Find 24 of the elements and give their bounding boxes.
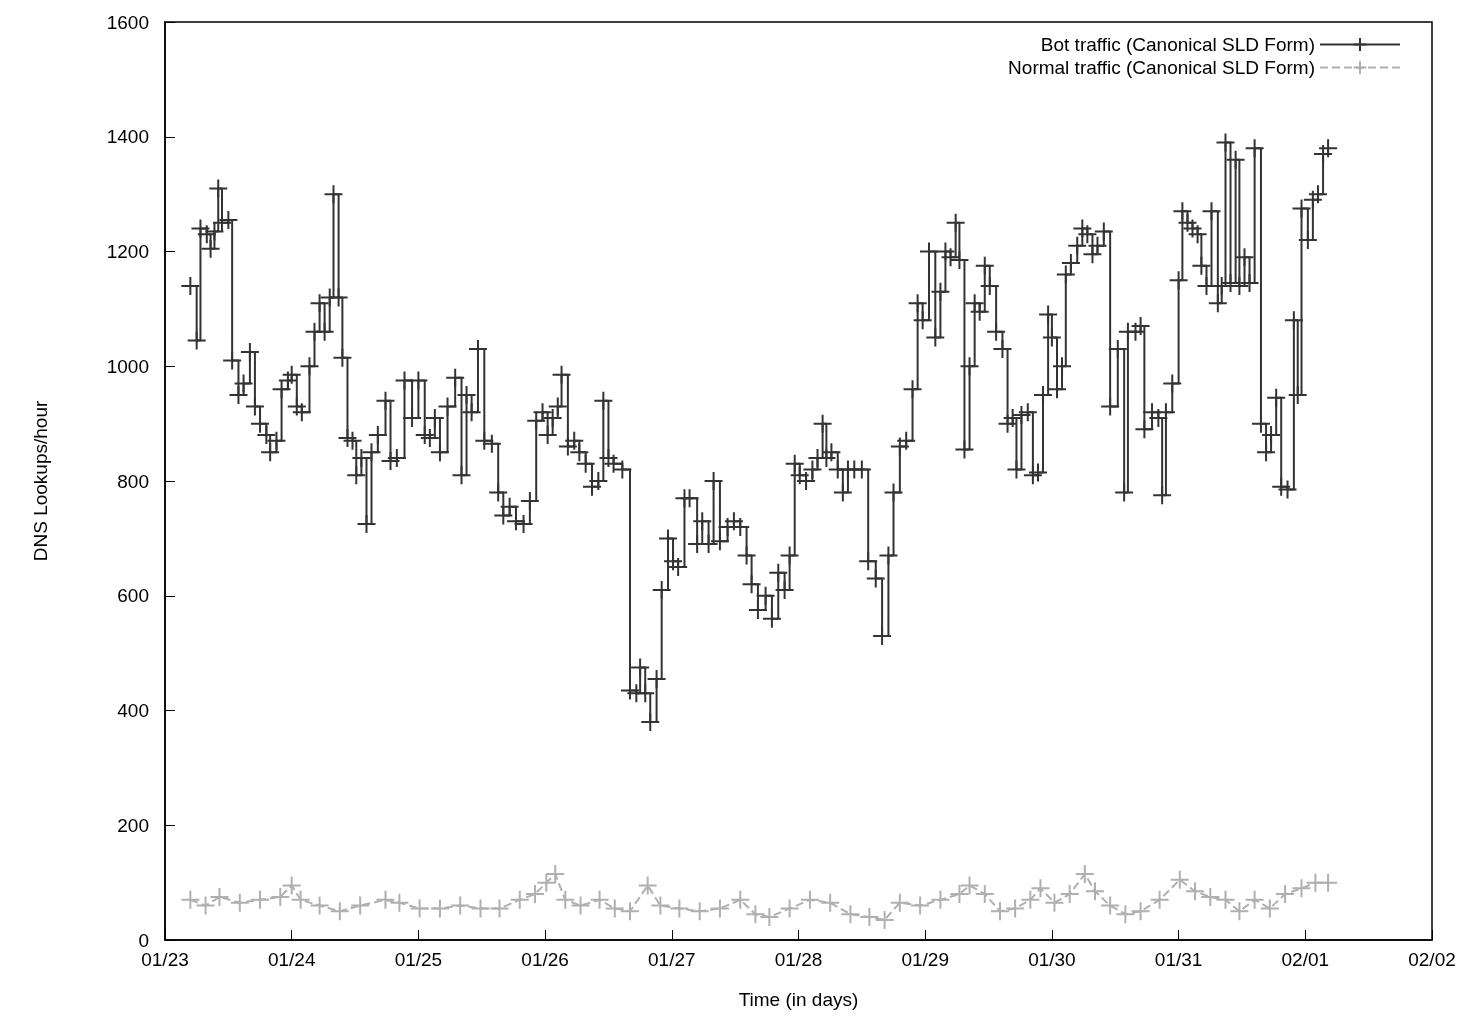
x-axis-title: Time (in days) bbox=[738, 989, 859, 1010]
legend-label: Normal traffic (Canonical SLD Form) bbox=[1008, 57, 1315, 78]
y-tick-label: 1400 bbox=[106, 126, 149, 148]
y-axis-title: DNS Lookups/hour bbox=[30, 400, 51, 562]
y-tick-label: 1200 bbox=[106, 241, 149, 262]
legend-label: Bot traffic (Canonical SLD Form) bbox=[1040, 34, 1315, 55]
x-tick-label: 01/29 bbox=[901, 949, 949, 970]
y-tick-label: 200 bbox=[117, 814, 149, 836]
x-tick-label: 01/24 bbox=[267, 949, 316, 970]
x-tick-label: 01/28 bbox=[774, 949, 823, 970]
x-tick-label: 01/25 bbox=[394, 949, 443, 970]
x-tick-label: 02/01 bbox=[1281, 949, 1330, 970]
x-tick-label: 01/30 bbox=[1028, 949, 1076, 970]
y-tick-label: 800 bbox=[117, 470, 149, 492]
y-tick-label: 1000 bbox=[106, 355, 149, 377]
x-tick-label: 01/26 bbox=[521, 949, 569, 970]
x-tick-label: 01/23 bbox=[141, 949, 189, 970]
y-tick-label: 600 bbox=[117, 585, 149, 607]
x-tick-label: 02/02 bbox=[1408, 949, 1456, 970]
x-tick-label: 01/31 bbox=[1154, 949, 1203, 970]
y-tick-label: 1600 bbox=[106, 11, 149, 33]
y-tick-label: 400 bbox=[117, 700, 149, 721]
y-tick-label: 0 bbox=[138, 929, 149, 951]
x-tick-label: 01/27 bbox=[648, 949, 696, 970]
